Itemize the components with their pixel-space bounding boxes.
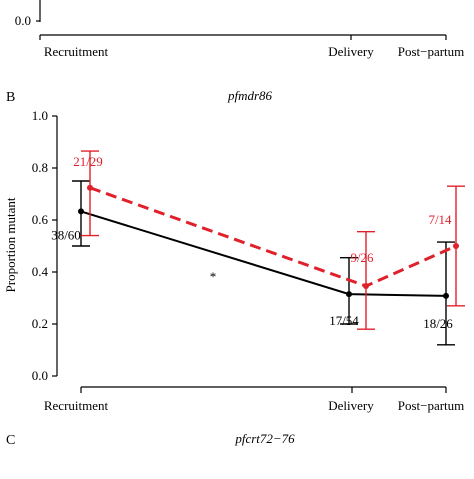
- red-data-point: [363, 283, 369, 290]
- red-data-point: [87, 184, 93, 191]
- panel-b-letter: B: [6, 90, 15, 105]
- red-point-label: 21/29: [73, 154, 103, 169]
- panel-a-x-tick-label: Recruitment: [44, 44, 109, 59]
- panel-b-series: 38/60 17/54 18/26 21/29 9/26 7/14: [51, 150, 465, 346]
- panel-b-asterisk: *: [210, 269, 217, 284]
- panel-a-x-tick-label: Delivery: [328, 44, 374, 59]
- panel-b: B pfmdr86 Proportion mutant 0.0 0.2 0.4 …: [3, 88, 465, 413]
- panel-b-x-tick-label: Recruitment: [44, 398, 109, 413]
- panel-b-y-tick-label: 0.0: [32, 368, 48, 383]
- panel-a-x-tick-label: Post−partum: [398, 44, 465, 59]
- panel-b-y-tick-label: 0.6: [32, 212, 49, 227]
- panel-c-letter: C: [6, 433, 15, 448]
- black-series-line: [80, 210, 447, 297]
- panel-a-y-tick-label: 0.0: [15, 13, 31, 28]
- black-data-point: [443, 292, 449, 299]
- panel-b-title: pfmdr86: [227, 88, 273, 103]
- panel-a-partial: 0.0 Recruitment Delivery Post−partum: [15, 0, 465, 59]
- red-point-label: 7/14: [428, 212, 452, 227]
- panel-b-y-tick-label: 0.4: [32, 264, 49, 279]
- black-point-label: 18/26: [423, 316, 453, 331]
- red-data-point: [453, 243, 459, 249]
- panel-b-x-tick-label: Delivery: [328, 398, 374, 413]
- panel-c: C pfcrt72−76: [6, 431, 295, 448]
- panel-b-y-tick-label: 0.2: [32, 316, 48, 331]
- black-point-label: 17/54: [329, 313, 359, 328]
- panel-b-y-tick-label: 1.0: [32, 108, 48, 123]
- panel-b-y-axis-label: Proportion mutant: [3, 197, 18, 292]
- black-data-point: [78, 208, 84, 215]
- panel-b-y-ticks: 0.0 0.2 0.4 0.6 0.8 1.0: [32, 108, 57, 383]
- panel-c-title: pfcrt72−76: [234, 431, 295, 446]
- panel-b-y-tick-label: 0.8: [32, 160, 48, 175]
- red-point-label: 9/26: [350, 250, 374, 265]
- panel-b-x-tick-label: Post−partum: [398, 398, 465, 413]
- black-data-point: [346, 291, 352, 298]
- black-point-label: 38/60: [51, 227, 81, 242]
